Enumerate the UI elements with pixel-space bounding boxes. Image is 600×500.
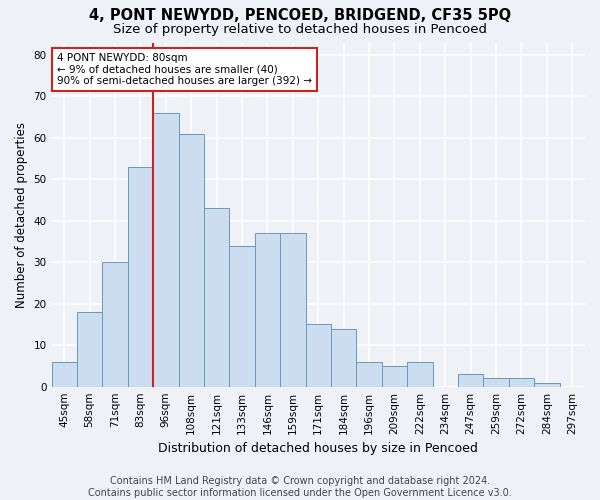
Bar bbox=[382, 366, 407, 386]
Bar bbox=[356, 362, 382, 386]
Bar bbox=[77, 312, 103, 386]
Text: 4 PONT NEWYDD: 80sqm
← 9% of detached houses are smaller (40)
90% of semi-detach: 4 PONT NEWYDD: 80sqm ← 9% of detached ho… bbox=[57, 53, 312, 86]
Text: Size of property relative to detached houses in Pencoed: Size of property relative to detached ho… bbox=[113, 22, 487, 36]
Text: Contains HM Land Registry data © Crown copyright and database right 2024.
Contai: Contains HM Land Registry data © Crown c… bbox=[88, 476, 512, 498]
Bar bbox=[179, 134, 204, 386]
Bar bbox=[534, 382, 560, 386]
Bar bbox=[280, 234, 305, 386]
Bar bbox=[229, 246, 255, 386]
Bar bbox=[509, 378, 534, 386]
Bar bbox=[255, 234, 280, 386]
Bar bbox=[407, 362, 433, 386]
Y-axis label: Number of detached properties: Number of detached properties bbox=[15, 122, 28, 308]
Bar bbox=[52, 362, 77, 386]
Text: 4, PONT NEWYDD, PENCOED, BRIDGEND, CF35 5PQ: 4, PONT NEWYDD, PENCOED, BRIDGEND, CF35 … bbox=[89, 8, 511, 22]
Bar bbox=[204, 208, 229, 386]
X-axis label: Distribution of detached houses by size in Pencoed: Distribution of detached houses by size … bbox=[158, 442, 478, 455]
Bar bbox=[153, 113, 179, 386]
Bar bbox=[128, 167, 153, 386]
Bar bbox=[331, 328, 356, 386]
Bar bbox=[484, 378, 509, 386]
Bar bbox=[458, 374, 484, 386]
Bar bbox=[305, 324, 331, 386]
Bar bbox=[103, 262, 128, 386]
